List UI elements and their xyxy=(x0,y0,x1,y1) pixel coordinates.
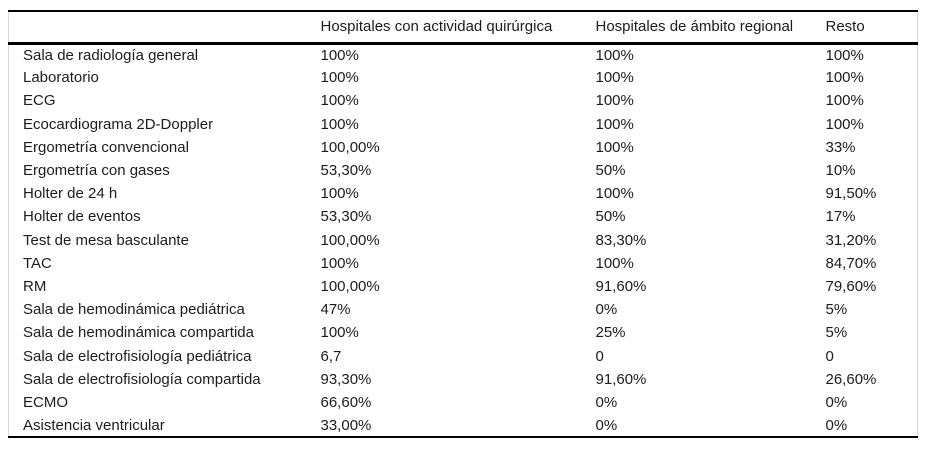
table-row: Ergometría convencional 100,00% 100% 33% xyxy=(9,136,918,159)
cell-value: 100% xyxy=(595,69,634,87)
cell-value: 100% xyxy=(595,185,634,203)
table-row: Laboratorio 100% 100% 100% xyxy=(9,66,918,89)
cell-value: 91,60% xyxy=(595,370,647,388)
table-row: Sala de electrofisiología pediátrica 6,7 0… xyxy=(9,344,918,367)
cell-value: 10% xyxy=(825,162,856,180)
row-label: Asistencia ventricular xyxy=(23,416,165,434)
column-header-empty xyxy=(8,11,321,45)
cell-value: 100,00% xyxy=(320,277,380,295)
cell-value: 0% xyxy=(825,416,848,434)
row-label: Holter de 24 h xyxy=(23,185,118,203)
row-label: Sala de radiología general xyxy=(23,46,199,64)
header-row: Hospitales con actividad quirúrgica Hosp… xyxy=(8,11,918,45)
cell-value: 100% xyxy=(320,115,359,133)
row-label: Test de mesa basculante xyxy=(23,231,189,249)
table-row: Test de mesa basculante 100,00% 83,30% 31,2… xyxy=(9,229,918,252)
cell-value: 53,30% xyxy=(320,208,372,226)
cell-value: 100% xyxy=(320,254,359,272)
cell-value: 84,70% xyxy=(825,254,877,272)
cell-value: 50% xyxy=(595,162,626,180)
cell-value: 100% xyxy=(595,115,634,133)
cell-value: 33,00% xyxy=(320,416,372,434)
cell-value: 100% xyxy=(320,92,359,110)
cell-value: 100% xyxy=(595,138,634,156)
cell-value: 53,30% xyxy=(320,162,372,180)
row-label: Ecocardiograma 2D-Doppler xyxy=(23,115,214,133)
table-row: Holter de 24 h 100% 100% 91,50% xyxy=(9,182,918,205)
cell-value: 79,60% xyxy=(825,277,877,295)
row-label: ECG xyxy=(23,92,56,110)
cell-value: 100% xyxy=(825,46,864,64)
column-header-regional: Hospitales de ámbito regional xyxy=(595,11,826,45)
cell-value: 100% xyxy=(320,324,359,342)
cell-value: 5% xyxy=(825,301,848,319)
cell-value: 5% xyxy=(825,324,848,342)
cell-value: 100% xyxy=(595,92,634,110)
cell-value: 31,20% xyxy=(825,231,877,249)
cell-value: 0 xyxy=(595,347,604,365)
table-row: Sala de radiología general 100% 100% 100% xyxy=(9,43,918,66)
cell-value: 0% xyxy=(825,393,848,411)
cell-value: 100% xyxy=(825,115,864,133)
cell-value: 50% xyxy=(595,208,626,226)
row-label: Ergometría convencional xyxy=(23,138,189,156)
cell-value: 25% xyxy=(595,324,626,342)
cell-value: 100% xyxy=(320,46,359,64)
cell-value: 0% xyxy=(595,416,618,434)
table-row: TAC 100% 100% 84,70% xyxy=(9,252,918,275)
row-label: Sala de electrofisiología compartida xyxy=(23,370,261,388)
table-row: RM 100,00% 91,60% 79,60% xyxy=(9,275,918,298)
cell-value: 100% xyxy=(595,46,634,64)
cell-value: 26,60% xyxy=(825,370,877,388)
cell-value: 83,30% xyxy=(595,231,647,249)
cell-value: 47% xyxy=(320,301,351,319)
cell-value: 91,60% xyxy=(595,277,647,295)
cell-value: 0% xyxy=(595,301,618,319)
cell-value: 100% xyxy=(825,69,864,87)
table-row: Sala de hemodinámica pediátrica 47% 0% 5% xyxy=(9,298,918,321)
row-label: RM xyxy=(23,277,47,295)
cell-value: 17% xyxy=(825,208,856,226)
cell-value: 100,00% xyxy=(320,231,380,249)
row-label: ECMO xyxy=(23,393,68,411)
table-body: Sala de radiología general 100% 100% 100% La… xyxy=(9,43,918,437)
row-label: Laboratorio xyxy=(23,69,99,87)
row-label: Ergometría con gases xyxy=(23,162,170,180)
table-row: Holter de eventos 53,30% 50% 17% xyxy=(9,205,918,228)
table-row: Sala de hemodinámica compartida 100% 25% 5% xyxy=(9,321,918,344)
cell-value: 100% xyxy=(320,185,359,203)
cell-value: 100% xyxy=(595,254,634,272)
row-label: TAC xyxy=(23,254,52,272)
table-row: Asistencia ventricular 33,00% 0% 0% xyxy=(9,414,918,437)
row-label: Holter de eventos xyxy=(23,208,141,226)
table-row: Ergometría con gases 53,30% 50% 10% xyxy=(9,159,918,182)
column-header-quirurgica: Hospitales con actividad quirúrgica xyxy=(320,11,596,45)
cell-value: 100% xyxy=(320,69,359,87)
row-label: Sala de hemodinámica compartida xyxy=(23,324,254,342)
cell-value: 6,7 xyxy=(320,347,342,365)
row-label: Sala de hemodinámica pediátrica xyxy=(23,301,245,319)
cell-value: 0% xyxy=(595,393,618,411)
cell-value: 66,60% xyxy=(320,393,372,411)
table-row: Sala de electrofisiología compartida 93,3… xyxy=(9,368,918,391)
row-label: Sala de electrofisiología pediátrica xyxy=(23,347,252,365)
cell-value: 100,00% xyxy=(320,138,380,156)
cell-value: 0 xyxy=(825,347,834,365)
cell-value: 91,50% xyxy=(825,185,877,203)
cell-value: 100% xyxy=(825,92,864,110)
cell-value: 93,30% xyxy=(320,370,372,388)
table-row: Ecocardiograma 2D-Doppler 100% 100% 100% xyxy=(9,113,918,136)
hospital-equipment-table: Hospitales con actividad quirúrgica Hosp… xyxy=(8,10,918,439)
table-row: ECMO 66,60% 0% 0% xyxy=(9,391,918,414)
column-header-resto: Resto xyxy=(825,11,918,45)
cell-value: 33% xyxy=(825,138,856,156)
table-row: ECG 100% 100% 100% xyxy=(9,89,918,112)
